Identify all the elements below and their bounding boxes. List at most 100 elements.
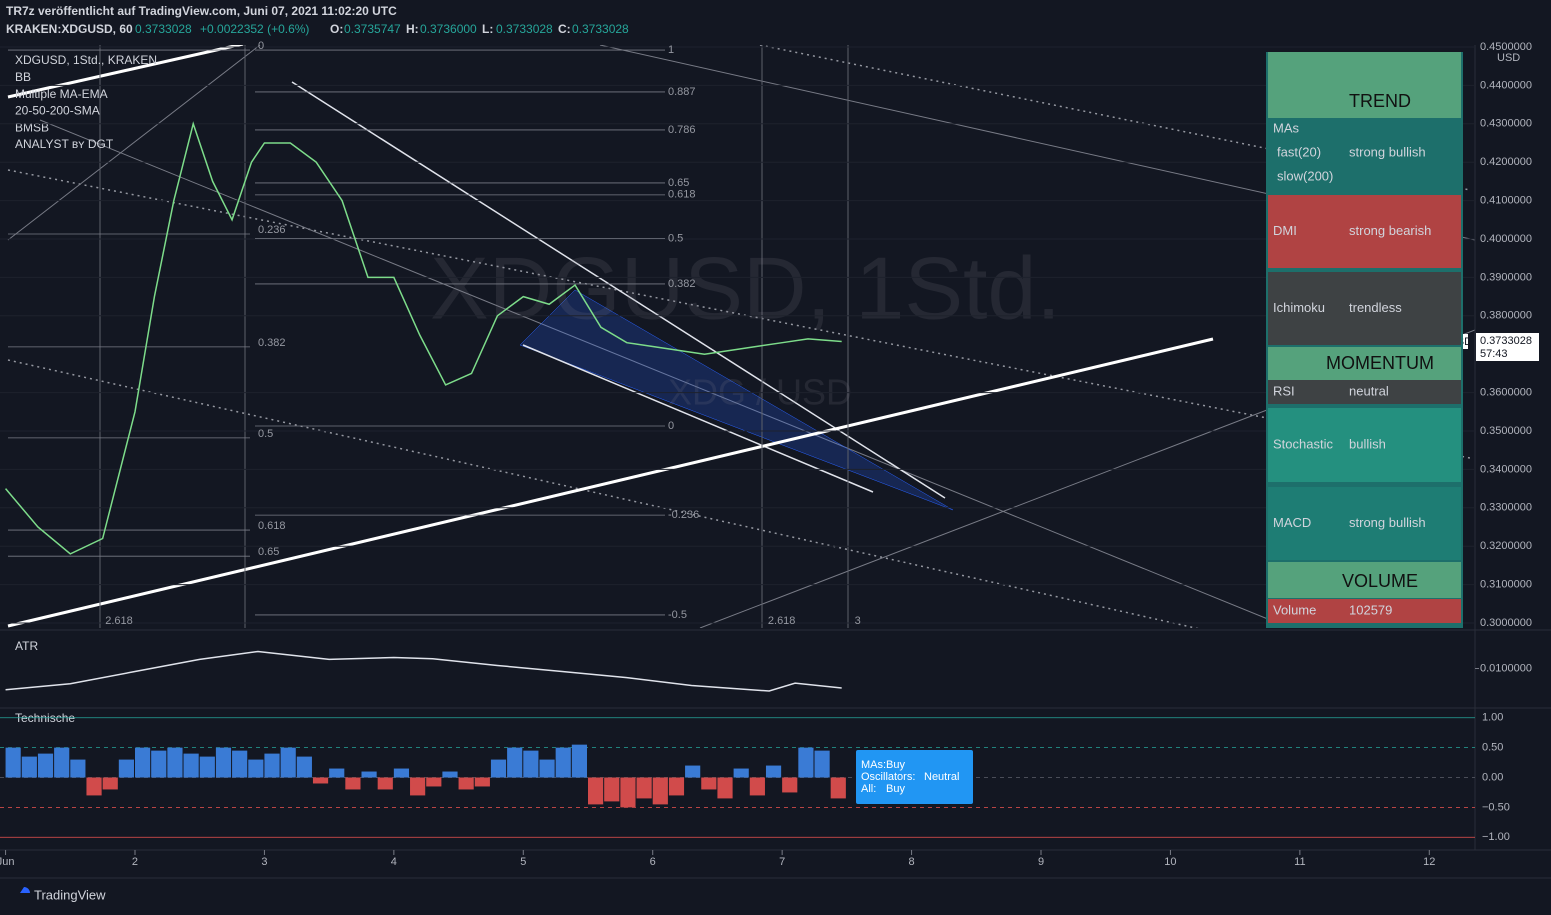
drawings [7, 45, 1475, 628]
y-tick-label: 0.3300000 [1480, 502, 1532, 514]
fib-label: 0 [258, 40, 264, 52]
rating-bar [798, 747, 814, 778]
rating-bar [507, 747, 523, 778]
ohlc-key: C: [558, 22, 571, 36]
y-tick-label: 0.3600000 [1480, 387, 1532, 399]
panel-label: Stochastic [1273, 436, 1333, 451]
panel-title: VOLUME [1342, 571, 1418, 591]
y-tick-label: 0.3000000 [1480, 617, 1532, 629]
rating-bar [199, 756, 215, 778]
rating-bar [539, 759, 555, 778]
fib-label: 0.5 [258, 428, 273, 440]
panel-value: strong bearish [1349, 223, 1431, 238]
last-price: 0.3733028 [135, 22, 192, 36]
rating-bar [183, 753, 199, 778]
rating-bar [652, 777, 668, 805]
rating-bar [296, 756, 312, 778]
rating-bar [749, 777, 765, 796]
x-tick-label: 6 [650, 856, 656, 868]
y-tick-label: −1.00 [1482, 831, 1510, 843]
y-tick-label: 0.00 [1482, 771, 1503, 783]
rating-bar [377, 777, 393, 790]
dotted-channel [759, 45, 1471, 191]
panel-label: DMI [1273, 223, 1297, 238]
panel-value: strong bullish [1349, 515, 1426, 530]
fib-label: 0.65 [258, 546, 279, 558]
tooltip-value: Buy [886, 759, 905, 771]
panel-title: TREND [1349, 91, 1411, 111]
rating-bar [620, 777, 636, 808]
tooltip-key: MAs: [861, 759, 886, 771]
tooltip-box [856, 750, 973, 804]
y-tick-label: 0.3100000 [1480, 579, 1532, 591]
rating-bar [312, 777, 329, 784]
price-box [1476, 333, 1539, 361]
symbol: KRAKEN:XDGUSD, 60 [6, 22, 133, 36]
panel-value: bullish [1349, 436, 1386, 451]
rating-bar [37, 753, 54, 778]
legend-item: BMSB [15, 120, 49, 134]
rating-bar [264, 753, 280, 778]
fib-label: 0.65 [668, 177, 689, 189]
panel-value: trendless [1349, 300, 1402, 315]
channel-fill [519, 289, 954, 511]
watermark: XDG / USD [668, 372, 852, 413]
fib-label: 0.618 [668, 189, 696, 201]
panel-cell [1268, 347, 1461, 380]
panel-cell [1268, 562, 1461, 598]
legend-item: Multiple MA-EMA [15, 87, 108, 101]
legend-item: XDGUSD, 1Std., KRAKEN [15, 53, 157, 67]
ohlc-value: 0.3733028 [572, 22, 629, 36]
fib-label: -0.236 [668, 509, 699, 521]
y-tick-label: −0.50 [1482, 801, 1510, 813]
rating-bar [232, 750, 248, 778]
time-fib-label: 3 [855, 615, 861, 627]
series-line [5, 650, 842, 692]
published: TR7z veröffentlicht auf TradingView.com,… [6, 4, 397, 18]
rating-bar [361, 771, 377, 778]
panel-label: MACD [1273, 515, 1311, 530]
panel-label: RSI [1273, 383, 1295, 398]
rating-bar [280, 747, 296, 778]
rating-bar [701, 777, 717, 790]
footer-brand: TradingView [34, 887, 106, 902]
y-tick-label: 1.00 [1482, 712, 1503, 724]
fib-label: 0.887 [668, 86, 696, 98]
price-tag-value: 0.3733028 [1480, 335, 1532, 347]
time-fib-label: 2.618 [105, 615, 133, 627]
dotted-channel [7, 169, 1471, 459]
rating-bar [21, 756, 37, 778]
panel-cell [1268, 487, 1461, 560]
rating-bar [410, 777, 426, 796]
rating-bar [636, 777, 652, 799]
rating-bar [490, 759, 507, 778]
rating-bar [426, 777, 442, 787]
ohlc-value: 0.3733028 [496, 22, 553, 36]
pane-title: ATR [15, 639, 38, 653]
rating-bar [134, 747, 151, 778]
y-tick-label: 0.3800000 [1480, 310, 1532, 322]
rating-bar [685, 765, 701, 778]
panel-cell [1268, 599, 1461, 623]
rating-bar [782, 777, 798, 793]
countdown: 57:43 [1480, 348, 1508, 360]
fib-label: 0.382 [668, 278, 696, 290]
y-tick-label: 0.0100000 [1480, 662, 1532, 674]
y-tick-label: 0.4000000 [1480, 233, 1532, 245]
rating-bar [345, 777, 361, 790]
fib-label: 0.236 [258, 224, 286, 236]
panel-cell [1268, 118, 1461, 190]
x-tick-label: 5 [520, 856, 526, 868]
x-tick-label: Jun [0, 856, 14, 868]
panel-label: Volume [1273, 602, 1316, 617]
rating-bar [668, 777, 685, 796]
x-tick-label: 9 [1038, 856, 1044, 868]
rating-bar [717, 777, 733, 799]
panel-label: MAs [1273, 120, 1300, 135]
fib-label: 0.786 [668, 124, 696, 136]
currency: USD [1497, 52, 1520, 64]
tooltip-value: Buy [886, 783, 905, 795]
tooltip-key: All: [861, 783, 876, 795]
x-tick-label: 12 [1423, 856, 1435, 868]
